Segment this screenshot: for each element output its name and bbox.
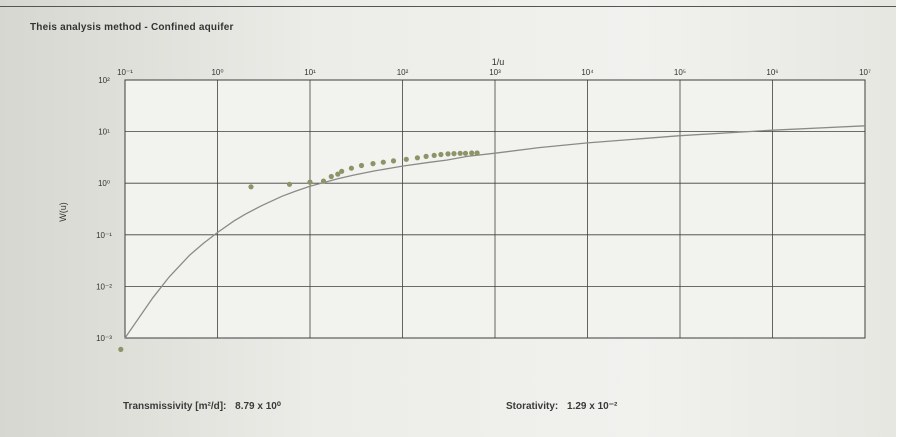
y-tick-label: 10⁻¹ — [96, 231, 112, 240]
y-axis-label: W(u) — [58, 202, 68, 222]
observation-point — [380, 159, 386, 165]
observation-point — [348, 165, 354, 171]
x-tick-label: 10⁵ — [674, 68, 686, 77]
photo-border — [896, 0, 914, 437]
x-tick-label: 10⁻¹ — [117, 68, 133, 77]
x-tick-label: 10⁴ — [581, 68, 594, 77]
storativity-readout: Storativity: 1.29 x 10⁻² — [506, 401, 623, 412]
observation-points — [118, 150, 480, 352]
observation-point — [358, 162, 365, 169]
y-tick-label: 10⁻³ — [96, 334, 112, 343]
observation-point — [403, 156, 409, 162]
transmissivity-readout: Transmissivity [m²/d]: 8.79 x 10⁰ — [123, 401, 287, 412]
y-tick-label: 10⁰ — [98, 179, 110, 188]
observation-point — [339, 168, 345, 174]
observation-point — [445, 151, 451, 157]
observation-point — [423, 153, 429, 159]
observation-point — [286, 181, 293, 187]
chart-title: Theis analysis method - Confined aquifer — [30, 22, 234, 33]
observation-point — [328, 173, 334, 180]
top-rule — [0, 6, 914, 7]
theis-type-curve — [124, 125, 866, 339]
observation-point — [307, 179, 313, 185]
x-tick-labels: 10⁻¹ 10⁰ 10¹ 10² 10³ 10⁴ 10⁵ 10⁶ 10⁷ — [117, 68, 871, 77]
x-axis-label: 1/u — [492, 57, 505, 67]
y-tick-label: 10⁻² — [96, 282, 112, 291]
storativity-label: Storativity: — [506, 401, 559, 412]
observation-point — [474, 150, 480, 156]
observation-point — [438, 151, 444, 158]
x-tick-label: 10⁰ — [211, 68, 223, 77]
observation-point — [335, 171, 341, 177]
grid-lines — [124, 79, 866, 339]
storativity-value: 1.29 x 10⁻² — [567, 401, 618, 412]
x-tick-label: 10⁷ — [859, 68, 871, 77]
observation-point — [469, 150, 475, 156]
observation-point — [414, 155, 420, 161]
x-tick-label: 10¹ — [304, 68, 316, 77]
observation-point — [370, 161, 376, 167]
observation-point — [457, 150, 463, 156]
observation-point — [390, 158, 397, 164]
y-tick-label: 10¹ — [98, 128, 110, 137]
transmissivity-value: 8.79 x 10⁰ — [235, 401, 281, 412]
observation-point — [118, 346, 124, 352]
observation-point — [462, 150, 469, 156]
x-tick-label: 10³ — [489, 68, 501, 77]
transmissivity-label: Transmissivity [m²/d]: — [123, 401, 227, 412]
observation-point — [248, 184, 254, 190]
y-tick-labels: 10² 10¹ 10⁰ 10⁻¹ 10⁻² 10⁻³ — [96, 76, 112, 343]
y-tick-label: 10² — [98, 76, 110, 85]
x-tick-label: 10⁶ — [766, 68, 778, 77]
observation-point — [451, 151, 457, 157]
x-tick-label: 10² — [397, 68, 409, 77]
observation-point — [320, 178, 327, 184]
observation-point — [431, 152, 437, 158]
